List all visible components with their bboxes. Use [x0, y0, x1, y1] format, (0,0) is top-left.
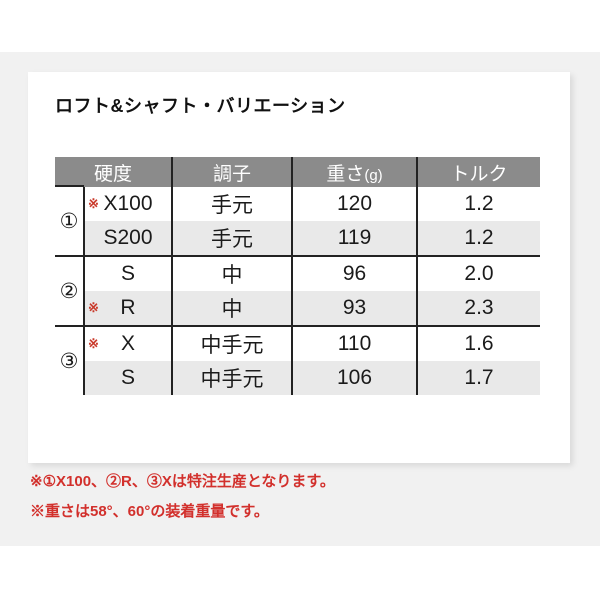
flex-cell: 中手元	[171, 325, 293, 361]
group-number-cell: ①	[55, 187, 84, 256]
flex-cell: 手元	[171, 221, 293, 256]
column-header-torque: トルク	[416, 157, 541, 187]
torque-cell: 1.2	[416, 187, 541, 221]
torque-cell: 1.7	[416, 361, 541, 395]
weight-header-label: 重さ	[326, 163, 365, 185]
torque-cell: 2.0	[416, 255, 541, 291]
flex-cell: 中	[171, 291, 293, 326]
column-header-hardness: 硬度	[55, 157, 173, 187]
table-row: S200 手元 119 1.2	[55, 221, 541, 256]
hardness-cell: S	[82, 361, 173, 395]
weight-unit-label: (g)	[364, 166, 383, 184]
table-row: ※ R 中 93 2.3	[55, 291, 541, 326]
hardness-value: X	[121, 332, 136, 355]
group-number-cell: ②	[55, 255, 84, 326]
hardness-value: X100	[103, 192, 153, 215]
torque-cell: 2.3	[416, 291, 541, 326]
weight-cell: 93	[291, 291, 418, 326]
hardness-cell: ※ X100	[82, 187, 173, 221]
table-row: S 中手元 106 1.7	[55, 361, 541, 395]
weight-cell: 119	[291, 221, 418, 256]
table-row: ③ ※ X 中手元 110 1.6	[55, 325, 541, 395]
weight-cell: 120	[291, 187, 418, 221]
page-title: ロフト&シャフト・バリエーション	[55, 96, 346, 116]
flex-cell: 中手元	[171, 361, 293, 395]
weight-cell: 110	[291, 325, 418, 361]
torque-cell: 1.2	[416, 221, 541, 256]
flex-cell: 手元	[171, 187, 293, 221]
hardness-value: S	[121, 366, 136, 389]
note-weight: ※重さは58°、60°の装着重量です。	[30, 503, 269, 520]
table-row: ② S 中 96 2.0	[55, 255, 541, 326]
table-row: ① ※ X100 手元 120 1.2	[55, 187, 541, 256]
hardness-cell: ※ X	[82, 325, 173, 361]
content-card: ロフト&シャフト・バリエーション 硬度 調子 重さ(g) トルク ① ※ X100…	[28, 72, 570, 463]
hardness-cell: S	[82, 255, 173, 291]
weight-cell: 96	[291, 255, 418, 291]
group-number-cell: ③	[55, 325, 84, 395]
torque-cell: 1.6	[416, 325, 541, 361]
hardness-cell: ※ R	[82, 291, 173, 326]
flex-cell: 中	[171, 255, 293, 291]
special-order-asterisk: ※	[88, 196, 99, 211]
weight-cell: 106	[291, 361, 418, 395]
table-header-row: 硬度 調子 重さ(g) トルク	[55, 157, 541, 187]
shaft-spec-table: 硬度 調子 重さ(g) トルク ① ※ X100 手元 120 1.2 S200 …	[55, 157, 541, 395]
special-order-asterisk: ※	[88, 336, 99, 351]
special-order-asterisk: ※	[88, 300, 99, 315]
hardness-value: R	[120, 296, 136, 319]
hardness-value: S	[121, 262, 136, 285]
hardness-cell: S200	[82, 221, 173, 256]
note-special-order: ※①X100、②R、③Xは特注生産となります。	[30, 473, 335, 490]
column-header-weight: 重さ(g)	[291, 157, 418, 187]
hardness-value: S200	[103, 226, 153, 249]
column-header-flex: 調子	[171, 157, 293, 187]
